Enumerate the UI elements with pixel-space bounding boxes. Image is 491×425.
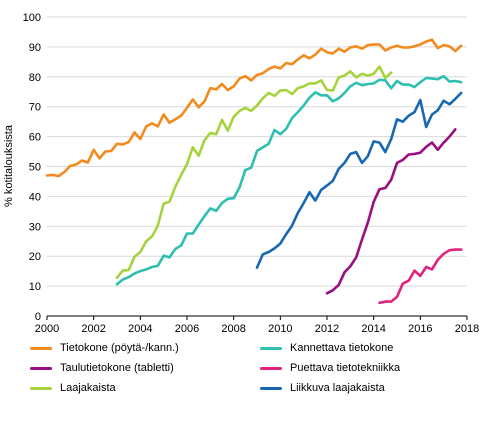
series-line-1 <box>115 74 463 286</box>
y-tick-label: 50 <box>29 162 41 174</box>
legend-swatch <box>30 386 52 390</box>
series-line-4 <box>115 65 393 280</box>
legend: Tietokone (pöytä-/kann.) Kannettava tieto… <box>30 340 480 396</box>
x-tick-label: 2000 <box>35 323 59 335</box>
y-tick-label: 20 <box>29 251 41 263</box>
series-lines <box>45 38 463 305</box>
legend-swatch <box>30 366 52 370</box>
x-tick-label: 2002 <box>81 323 105 335</box>
x-tick-label: 2012 <box>315 323 339 335</box>
y-tick-label: 0 <box>35 311 41 323</box>
legend-item: Laajakaista <box>30 380 260 396</box>
legend-label: Laajakaista <box>60 382 116 394</box>
legend-swatch <box>30 346 52 350</box>
x-tick-label: 2004 <box>128 323 152 335</box>
series-line-0 <box>45 38 463 178</box>
x-tick-label: 2014 <box>361 323 385 335</box>
y-tick-label: 60 <box>29 132 41 144</box>
legend-item: Tietokone (pöytä-/kann.) <box>30 340 260 356</box>
y-tick-label: 10 <box>29 281 41 293</box>
y-axis-title: % kotitalouksista <box>3 124 15 207</box>
x-tick-label: 2006 <box>175 323 199 335</box>
legend-item: Liikkuva laajakaista <box>260 380 480 396</box>
series-line-5 <box>255 91 463 269</box>
legend-label: Liikkuva laajakaista <box>290 382 385 394</box>
x-tick-label: 2016 <box>408 323 432 335</box>
y-tick-label: 100 <box>23 12 41 24</box>
gridlines <box>47 16 467 287</box>
legend-swatch <box>260 366 282 370</box>
y-tick-label: 30 <box>29 221 41 233</box>
legend-item: Kannettava tietokone <box>260 340 480 356</box>
legend-swatch <box>260 386 282 390</box>
x-tick-label: 2010 <box>268 323 292 335</box>
axes <box>46 315 468 320</box>
line-chart: 0 10 20 30 40 50 60 70 80 90 100 2000 2002 2004 2006 20… <box>3 12 480 335</box>
x-tick-label: 2008 <box>221 323 245 335</box>
series-line-3 <box>378 248 463 305</box>
legend-swatch <box>260 346 282 350</box>
legend-label: Puettava tietotekniikka <box>290 362 401 374</box>
legend-label: Kannettava tietokone <box>290 342 394 354</box>
y-tick-label: 90 <box>29 42 41 54</box>
x-tick-label: 2018 <box>455 323 479 335</box>
tick-labels: 0 10 20 30 40 50 60 70 80 90 100 2000 2002 2004 2006 20… <box>23 12 480 335</box>
legend-label: Tietokone (pöytä-/kann.) <box>60 342 179 354</box>
legend-item: Puettava tietotekniikka <box>260 360 480 376</box>
y-tick-label: 40 <box>29 191 41 203</box>
legend-label: Taulutietokone (tabletti) <box>60 362 174 374</box>
y-tick-label: 70 <box>29 102 41 114</box>
series-line-2 <box>325 128 457 295</box>
legend-item: Taulutietokone (tabletti) <box>30 360 260 376</box>
y-tick-label: 80 <box>29 72 41 84</box>
